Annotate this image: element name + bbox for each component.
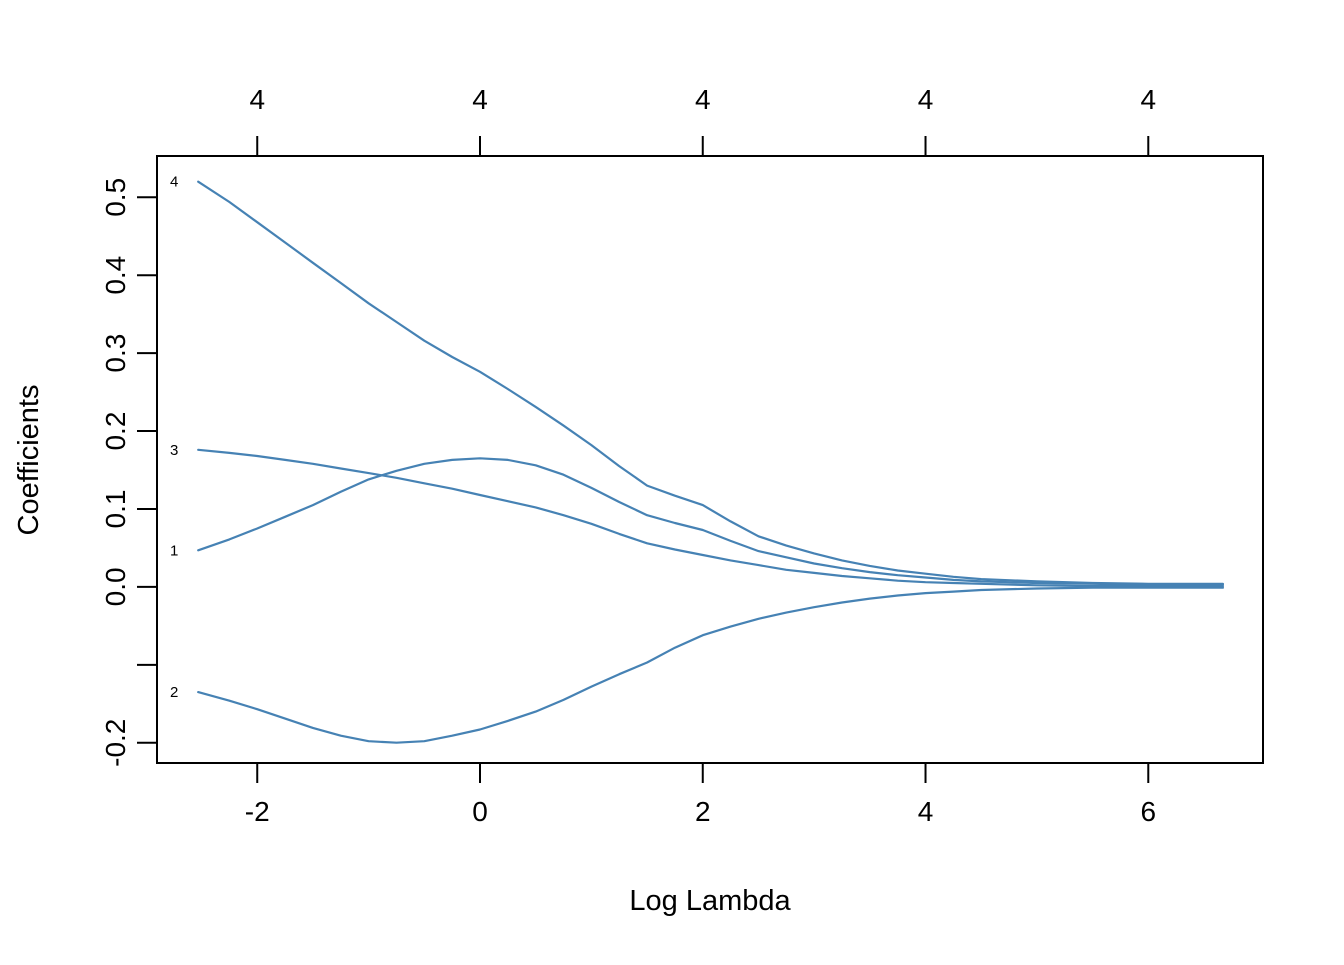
series-label-4: 4 bbox=[170, 174, 178, 191]
plot-box bbox=[156, 155, 1264, 764]
x-axis-title: Log Lambda bbox=[629, 885, 791, 917]
series-line-3 bbox=[197, 448, 1225, 588]
y-tick-label: 0.3 bbox=[100, 334, 131, 373]
series-line-4 bbox=[197, 180, 1225, 585]
x-tick-label: -2 bbox=[245, 796, 270, 827]
x-tick-label: 4 bbox=[918, 796, 934, 827]
plot-generated-content: -2 0 2 4 6 4 4 4 4 4 0.5 0.4 0.3 0.2 0.1 0.0 -0.2 1 2 3 4 bbox=[100, 84, 1264, 827]
x-tick-label: 6 bbox=[1140, 796, 1156, 827]
y-tick-label: -0.2 bbox=[100, 719, 131, 767]
y-tick-label: 0.2 bbox=[100, 412, 131, 451]
top-tick-label: 4 bbox=[1140, 84, 1156, 115]
x-axis: -2 0 2 4 6 bbox=[245, 764, 1156, 827]
top-tick-label: 4 bbox=[695, 84, 711, 115]
top-tick-label: 4 bbox=[472, 84, 488, 115]
y-tick-label: 0.0 bbox=[100, 567, 131, 606]
y-axis-title: Coefficients bbox=[13, 385, 45, 536]
x-tick-label: 2 bbox=[695, 796, 711, 827]
series-line-1 bbox=[197, 457, 1225, 586]
top-axis-df: 4 4 4 4 4 bbox=[249, 84, 1156, 155]
y-tick-label: 0.1 bbox=[100, 490, 131, 529]
series-label-1: 1 bbox=[170, 542, 178, 559]
series-label-3: 3 bbox=[170, 442, 178, 459]
top-tick-label: 4 bbox=[918, 84, 934, 115]
y-tick-label: 0.4 bbox=[100, 256, 131, 295]
y-tick-label: 0.5 bbox=[100, 178, 131, 217]
series-label-2: 2 bbox=[170, 684, 178, 701]
y-axis: 0.5 0.4 0.3 0.2 0.1 0.0 -0.2 bbox=[100, 178, 156, 767]
x-tick-label: 0 bbox=[472, 796, 488, 827]
series-line-2 bbox=[197, 586, 1225, 744]
top-tick-label: 4 bbox=[249, 84, 265, 115]
